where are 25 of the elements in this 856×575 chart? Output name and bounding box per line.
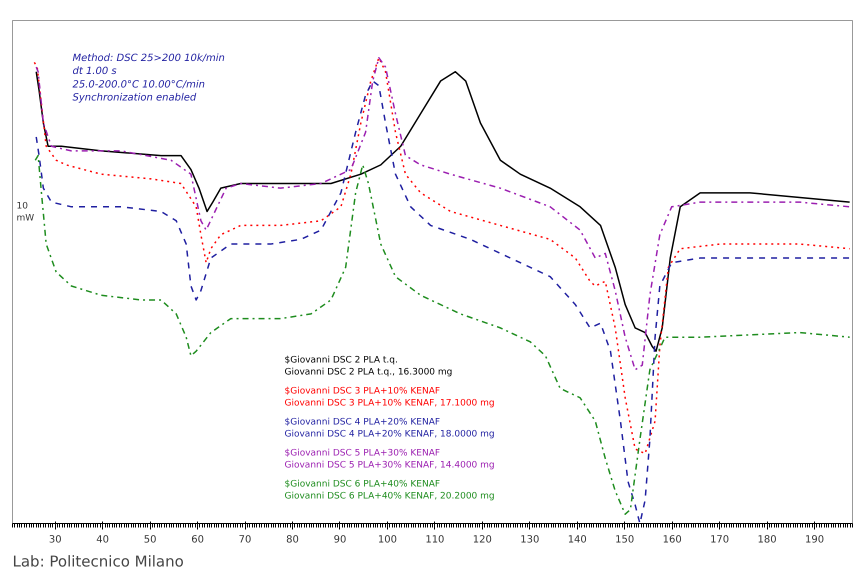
x-tick-label: 40 (96, 534, 110, 546)
x-tick-label: 130 (520, 534, 540, 546)
x-tick-label: 120 (472, 534, 492, 546)
x-tick-label: 90 (334, 534, 346, 546)
text: $Giovanni DSC 4 PLA+20% KENAF Giovanni DSC 4 PLA+20% KENAF, 18.0000 mg (284, 418, 495, 440)
x-tick-label: 70 (238, 534, 252, 546)
x-tick-label: 190 (804, 534, 824, 546)
x-tick-label: 80 (286, 534, 299, 546)
x-tick-label: 100 (378, 534, 397, 546)
x-tick-label: 160 (662, 534, 682, 546)
text: $Giovanni DSC 2 PLA t.q. Giovanni DSC 2 PLA t.q., 16.3000 mg (284, 356, 452, 378)
annotation: Method: DSC 25>200 10k/min dt 1.00 s 25.0-200.0°C 10.00°C/min Synchronization enabled (72, 52, 225, 104)
x-tick-label: 170 (710, 534, 730, 546)
text: $Giovanni DSC 5 PLA+30% KENAF Giovanni DSC 5 PLA+30% KENAF, 14.4000 mg (284, 448, 495, 470)
text: $Giovanni DSC 6 PLA+40% KENAF Giovanni DSC 6 PLA+40% KENAF, 20.2000 mg (284, 480, 495, 502)
x-tick-label: 180 (758, 534, 777, 546)
text: Lab: Politecnico Milano (12, 552, 184, 570)
x-tick-label: 110 (425, 534, 444, 546)
x-tick-label: 50 (144, 534, 156, 546)
x-tick-label: 150 (615, 534, 634, 546)
y-axis-title: 10 mW (16, 202, 34, 224)
x-tick-label: 140 (568, 534, 587, 546)
text: $Giovanni DSC 3 PLA+10% KENAF Giovanni DSC 3 PLA+10% KENAF, 17.1000 mg (284, 386, 495, 408)
x-tick-label: 60 (191, 534, 204, 546)
x-tick-label: 30 (48, 534, 62, 546)
